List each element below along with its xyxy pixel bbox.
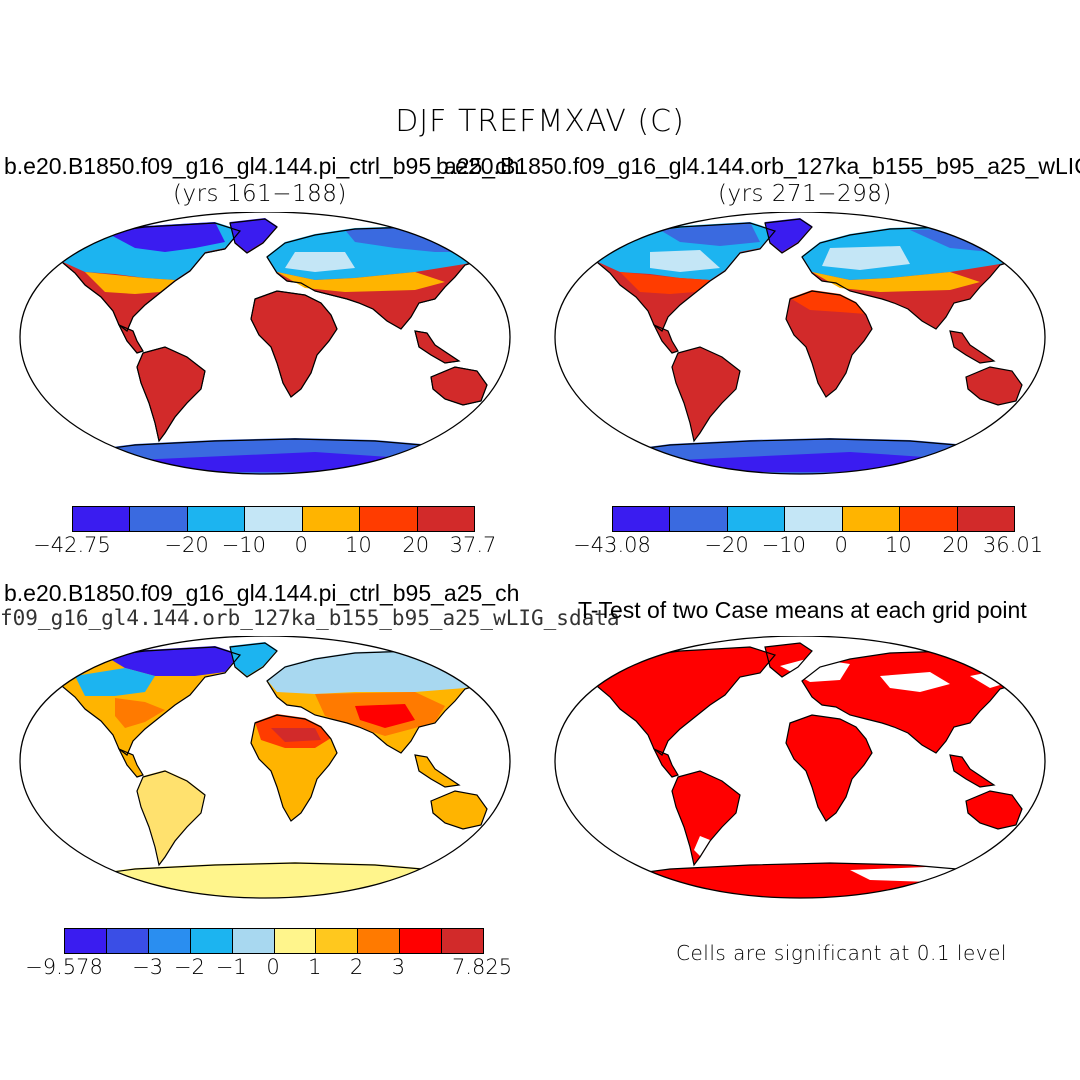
orb-years: (yrs 271−298) (718, 181, 892, 207)
orb-case-title: b.e20.B1850.f09_g16_gl4.144.orb_127ka_b1… (436, 153, 1080, 179)
ctrl-colorbar-swatch (130, 507, 188, 531)
orb-colorbar-swatch (957, 507, 1014, 531)
significance-note: Cells are significant at 0.1 level (676, 941, 1007, 965)
diff-colorbar-swatch (358, 929, 401, 953)
diff-case-a: b.e20.B1850.f09_g16_gl4.144.pi_ctrl_b95_… (4, 580, 520, 606)
diff-colorbar-swatch (65, 929, 107, 953)
ctrl-colorbar-tick: −42.75 (33, 533, 111, 557)
ctrl-colorbar-swatch (417, 507, 474, 531)
orb-map (554, 212, 1046, 475)
ctrl-colorbar-tick: 10 (345, 533, 372, 557)
ctrl-colorbar-swatch (73, 507, 131, 531)
ctrl-colorbar-swatch (302, 507, 361, 531)
orb-colorbar-tick: 20 (942, 533, 970, 557)
diff-colorbar-tick: 7.825 (451, 955, 513, 979)
diff-colorbar-swatch (106, 929, 149, 953)
orb-colorbar-tick: −43.08 (573, 533, 651, 557)
diff-colorbar-swatch (442, 929, 484, 953)
diff-colorbar-swatch (400, 929, 443, 953)
ctrl-colorbar-tick: −10 (221, 533, 267, 557)
diff-colorbar-tick: 0 (266, 955, 280, 979)
orb-colorbar-swatch (785, 507, 843, 531)
orb-colorbar-tick: 36.01 (982, 533, 1044, 557)
orb-colorbar-tick: 10 (885, 533, 912, 557)
ctrl-colorbar-swatch (187, 507, 246, 531)
orb-colorbar-swatch (900, 507, 958, 531)
orb-colorbar (612, 506, 1015, 532)
figure-title: DJF TREFMXAV (C) (395, 104, 685, 139)
diff-colorbar-tick: −9.578 (25, 955, 103, 979)
diff-colorbar-tick: 2 (349, 955, 364, 979)
ctrl-colorbar (72, 506, 475, 532)
orb-colorbar-swatch (842, 507, 901, 531)
ctrl-years: (yrs 161−188) (173, 181, 347, 207)
ctrl-colorbar-swatch (360, 507, 418, 531)
diff-colorbar-swatch (274, 929, 317, 953)
diff-colorbar-tick: −3 (132, 955, 164, 979)
ctrl-map (19, 212, 511, 475)
ctrl-colorbar-tick: 20 (402, 533, 430, 557)
ttest-title: T-Test of two Case means at each grid po… (578, 597, 1027, 623)
diff-colorbar-swatch (148, 929, 191, 953)
diff-colorbar (64, 928, 484, 954)
ctrl-colorbar-swatch (245, 507, 303, 531)
orb-colorbar-swatch (670, 507, 728, 531)
orb-colorbar-tick: −20 (704, 533, 749, 557)
orb-colorbar-tick: 0 (834, 533, 848, 557)
ctrl-case-title: b.e20.B1850.f09_g16_gl4.144.pi_ctrl_b95_… (4, 153, 520, 179)
diff-colorbar-tick: 1 (308, 955, 322, 979)
diff-colorbar-tick: −2 (173, 955, 205, 979)
ctrl-colorbar-tick: 0 (294, 533, 308, 557)
diff-colorbar-swatch (190, 929, 233, 953)
orb-colorbar-swatch (727, 507, 786, 531)
diff-colorbar-swatch (232, 929, 275, 953)
orb-colorbar-swatch (613, 507, 671, 531)
diff-case-b: f09_g16_gl4.144.orb_127ka_b155_b95_a25_w… (0, 606, 620, 630)
ctrl-colorbar-tick: −20 (164, 533, 209, 557)
ttest-map (554, 636, 1046, 899)
diff-colorbar-tick: 3 (391, 955, 406, 979)
diff-map (19, 636, 511, 899)
ctrl-colorbar-tick: 37.7 (449, 533, 497, 557)
diff-colorbar-swatch (316, 929, 359, 953)
orb-colorbar-tick: −10 (761, 533, 807, 557)
diff-colorbar-tick: −1 (215, 955, 247, 979)
